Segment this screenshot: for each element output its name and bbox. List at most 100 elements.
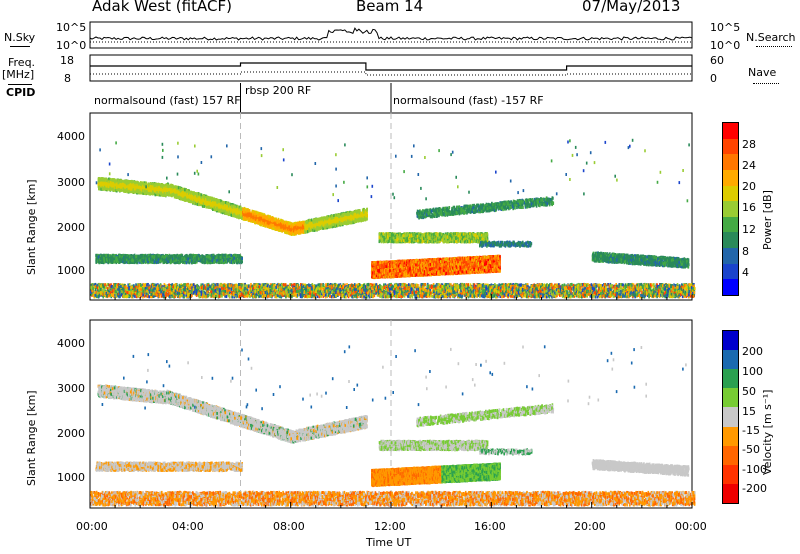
power-echo bbox=[194, 202, 196, 205]
power-echo bbox=[234, 215, 236, 218]
power-echo bbox=[118, 188, 120, 191]
nsky-trace bbox=[90, 28, 692, 40]
power-echo bbox=[214, 201, 216, 204]
power-echo bbox=[232, 206, 234, 209]
power-echo bbox=[231, 214, 233, 217]
power-echo bbox=[214, 208, 216, 211]
power-echo bbox=[218, 203, 220, 206]
power-echo bbox=[192, 201, 194, 204]
power-echo bbox=[216, 208, 218, 211]
power-echo bbox=[142, 186, 144, 189]
power-echo bbox=[251, 218, 253, 221]
power-echo bbox=[196, 200, 198, 203]
power-echo bbox=[184, 188, 186, 191]
power-echo bbox=[216, 203, 218, 206]
power-echo bbox=[100, 179, 102, 182]
power-echo bbox=[208, 205, 210, 208]
freq-trace bbox=[90, 63, 692, 70]
power-echo bbox=[176, 194, 178, 197]
power-echo bbox=[187, 195, 189, 198]
power-echo bbox=[172, 193, 174, 196]
power-echo bbox=[110, 181, 112, 184]
power-echo bbox=[128, 186, 130, 189]
power-echo bbox=[138, 190, 140, 193]
power-echo bbox=[162, 194, 164, 197]
power-echo bbox=[182, 198, 184, 201]
power-echo bbox=[124, 189, 126, 192]
power-echo bbox=[166, 185, 168, 188]
power-echo bbox=[200, 201, 202, 204]
power-echo bbox=[184, 198, 186, 201]
power-echo bbox=[100, 182, 102, 185]
power-echo bbox=[110, 184, 112, 187]
power-echo bbox=[242, 208, 244, 211]
power-echo bbox=[206, 203, 208, 206]
power-echo bbox=[262, 219, 264, 222]
power-echo bbox=[131, 188, 133, 191]
power-echo bbox=[216, 201, 218, 204]
power-echo bbox=[148, 189, 150, 192]
power-echo bbox=[170, 189, 172, 192]
power-echo bbox=[226, 205, 228, 208]
power-echo bbox=[240, 208, 242, 211]
power-echo bbox=[226, 208, 228, 211]
power-echo bbox=[212, 205, 214, 208]
power-echo bbox=[150, 185, 152, 188]
power-echo bbox=[259, 213, 261, 216]
power-echo bbox=[248, 217, 250, 220]
power-echo bbox=[114, 183, 116, 186]
power-echo bbox=[102, 183, 104, 186]
nave-trace bbox=[90, 72, 692, 75]
power-echo bbox=[197, 203, 199, 206]
power-echo bbox=[206, 198, 208, 201]
power-echo bbox=[136, 181, 138, 184]
power-echo bbox=[170, 194, 172, 197]
power-echo bbox=[222, 210, 224, 213]
power-echo bbox=[199, 203, 201, 206]
power-echo bbox=[201, 193, 203, 196]
power-echo bbox=[166, 189, 168, 192]
power-echo bbox=[190, 192, 192, 195]
power-echo bbox=[138, 183, 140, 186]
power-echo bbox=[245, 217, 247, 220]
power-echo bbox=[237, 209, 239, 212]
power-echo bbox=[218, 210, 220, 213]
power-echo bbox=[152, 190, 154, 193]
power-echo bbox=[232, 211, 234, 214]
freq-panel-frame bbox=[90, 55, 692, 81]
power-echo bbox=[152, 183, 154, 186]
power-echo bbox=[154, 183, 156, 186]
power-echo bbox=[222, 202, 224, 205]
power-echo bbox=[164, 192, 166, 195]
power-echo bbox=[178, 186, 180, 189]
power-echo bbox=[161, 192, 163, 195]
power-echo bbox=[150, 182, 152, 185]
power-echo bbox=[260, 217, 262, 220]
power-echo bbox=[136, 190, 138, 193]
power-echo bbox=[134, 181, 136, 184]
power-echo bbox=[263, 223, 265, 226]
power-echo bbox=[102, 179, 104, 182]
power-echo bbox=[213, 202, 215, 205]
power-echo bbox=[160, 188, 162, 191]
power-echo bbox=[255, 221, 257, 224]
power-echo bbox=[128, 181, 130, 184]
power-echo bbox=[120, 186, 122, 189]
power-echo bbox=[116, 186, 118, 189]
power-echo bbox=[144, 191, 146, 194]
power-echo bbox=[190, 197, 192, 200]
power-echo bbox=[224, 206, 226, 209]
power-echo bbox=[150, 189, 152, 192]
power-echo bbox=[182, 188, 184, 191]
nsky-panel-frame bbox=[90, 22, 692, 48]
power-echo bbox=[203, 205, 205, 208]
power-echo bbox=[150, 193, 152, 196]
power-echo bbox=[142, 189, 144, 192]
power-echo bbox=[209, 202, 211, 205]
power-echo bbox=[176, 187, 178, 190]
power-echo bbox=[166, 193, 168, 196]
power-echo bbox=[106, 185, 108, 188]
power-echo bbox=[196, 193, 198, 196]
power-echo bbox=[152, 185, 154, 188]
